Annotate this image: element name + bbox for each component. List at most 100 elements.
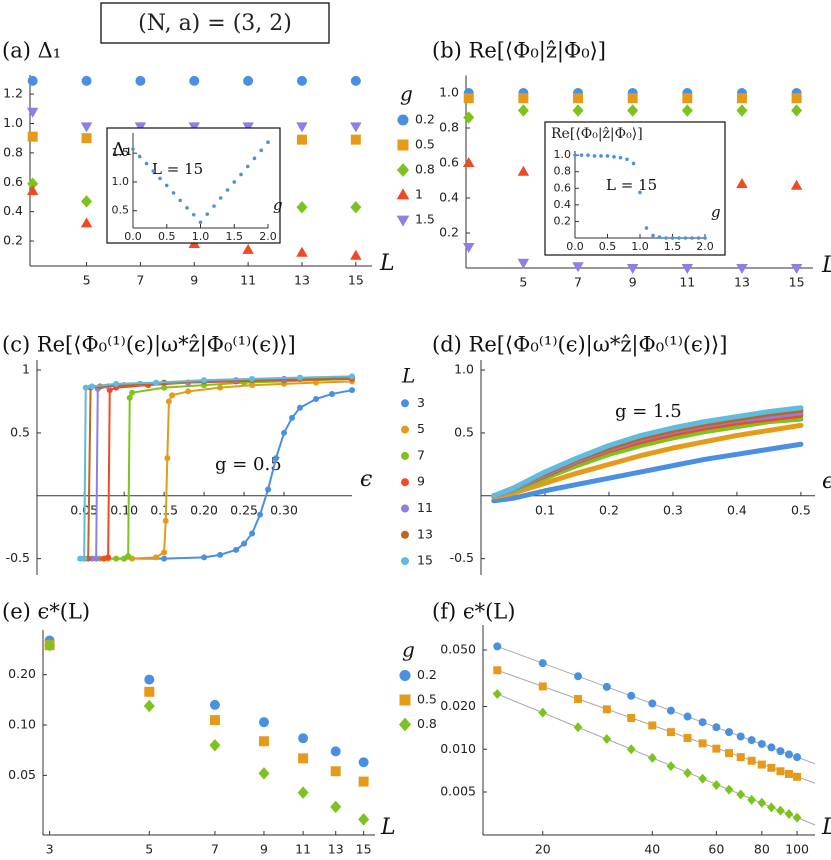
x-tick-label: 5 xyxy=(519,275,527,290)
point xyxy=(647,752,657,763)
point xyxy=(296,75,307,86)
point xyxy=(129,389,136,396)
point xyxy=(698,739,707,748)
point xyxy=(677,236,681,240)
y-tick-label: 0.5 xyxy=(112,204,130,217)
point xyxy=(517,165,530,176)
point xyxy=(297,374,304,381)
point xyxy=(736,178,748,188)
point xyxy=(463,93,474,104)
annotation: g = 0.5 xyxy=(215,454,282,475)
panel-title: (b) Re[⟨Φ₀|ẑ|Φ₀⟩] xyxy=(432,39,606,64)
point xyxy=(218,196,223,200)
point xyxy=(626,744,636,755)
inset-title: Re[⟨Φ₀|ẑ|Φ₀⟩] xyxy=(551,126,643,142)
legend-marker xyxy=(399,670,411,681)
point xyxy=(259,148,264,153)
point xyxy=(602,705,611,714)
x-axis-label: L xyxy=(821,253,831,278)
legend-label: 1.5 xyxy=(415,212,435,227)
point xyxy=(252,156,257,161)
y-tick-label: 0.010 xyxy=(440,741,476,756)
point xyxy=(599,154,603,158)
point xyxy=(44,638,56,652)
legend-marker xyxy=(399,694,411,706)
point xyxy=(126,394,133,401)
point xyxy=(257,511,264,518)
point xyxy=(217,384,224,391)
point xyxy=(784,809,794,819)
point xyxy=(463,111,475,124)
point xyxy=(648,721,657,730)
point xyxy=(736,732,745,741)
y-tick-label: 0.10 xyxy=(8,717,36,732)
y-tick-label: 0.8 xyxy=(3,144,23,159)
point xyxy=(736,753,745,762)
point xyxy=(725,749,734,758)
point xyxy=(81,75,92,86)
legend-label: 3 xyxy=(417,395,425,410)
point xyxy=(791,104,803,117)
point xyxy=(243,75,254,86)
point xyxy=(158,176,162,181)
point xyxy=(151,169,156,173)
x-tick-label: 11 xyxy=(295,842,311,857)
point xyxy=(113,555,120,562)
point xyxy=(757,760,766,769)
point xyxy=(164,455,171,462)
point xyxy=(27,131,38,142)
point xyxy=(793,772,802,781)
x-axis-label: L xyxy=(821,815,831,840)
legend-marker xyxy=(397,114,409,126)
point xyxy=(462,157,475,167)
x-tick-label: 2.0 xyxy=(696,240,714,253)
point xyxy=(683,768,692,779)
point xyxy=(249,382,256,389)
point xyxy=(462,243,475,253)
point xyxy=(330,746,341,757)
point xyxy=(289,414,296,421)
point xyxy=(258,736,269,747)
point xyxy=(683,734,692,743)
x-tick-label: 3 xyxy=(46,842,54,857)
x-tick-label: 1.0 xyxy=(192,230,210,243)
y-tick-label: 0.8 xyxy=(554,165,572,178)
point xyxy=(724,784,734,795)
point xyxy=(664,236,668,240)
x-tick-label: 7 xyxy=(211,842,219,857)
point xyxy=(518,93,529,104)
point xyxy=(239,172,243,177)
point xyxy=(169,392,176,399)
point xyxy=(205,212,210,216)
point xyxy=(573,722,583,733)
title-box xyxy=(100,2,330,44)
point xyxy=(757,797,767,808)
y-tick-label: 1.0 xyxy=(554,148,572,161)
point xyxy=(201,554,208,561)
series-line xyxy=(491,422,804,500)
x-tick-label: 9 xyxy=(260,842,268,857)
point xyxy=(80,217,93,228)
point xyxy=(161,384,168,391)
point xyxy=(143,699,155,713)
legend-marker xyxy=(396,163,410,177)
point xyxy=(350,122,362,133)
point xyxy=(249,530,256,537)
point xyxy=(574,672,583,681)
x-tick-label: 0.5 xyxy=(791,502,811,517)
x-tick-label: 9 xyxy=(190,273,198,288)
y-tick-label: 0.05 xyxy=(8,767,36,782)
x-tick-label: 0.25 xyxy=(230,502,258,517)
x-tick-label: 15 xyxy=(789,275,805,290)
panel-title: (f) ϵ*(L) xyxy=(432,600,515,624)
point xyxy=(27,177,39,190)
x-tick-label: 13 xyxy=(734,275,750,290)
y-tick-label: 0.020 xyxy=(440,698,476,713)
point xyxy=(698,773,708,784)
point xyxy=(191,212,196,217)
point xyxy=(113,380,120,387)
point xyxy=(209,715,220,726)
point xyxy=(790,179,803,190)
point xyxy=(644,226,649,230)
legend-title: g xyxy=(402,638,415,662)
